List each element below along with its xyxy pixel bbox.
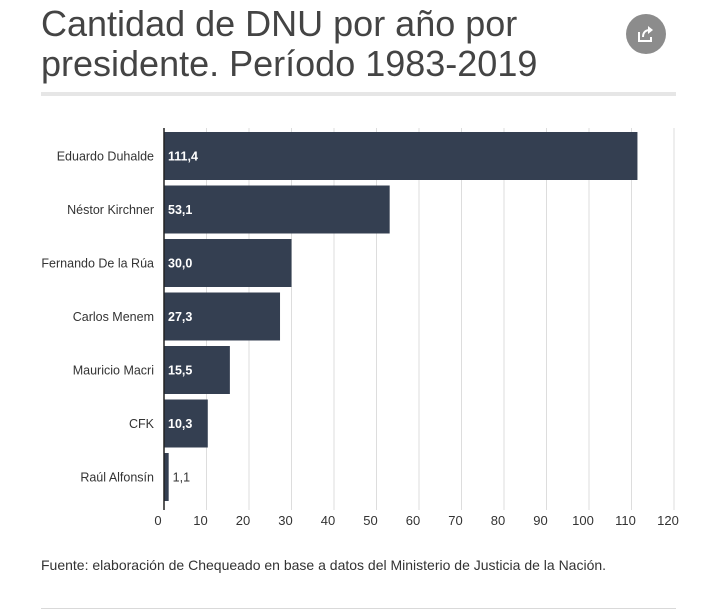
x-tick-label: 80	[491, 513, 505, 528]
bar	[164, 399, 208, 448]
x-tick-label: 50	[363, 513, 377, 528]
bar	[164, 132, 638, 180]
page-title: Cantidad de DNU por año por presidente. …	[41, 3, 538, 84]
data-label: 1,1	[173, 471, 190, 485]
footer-divider	[41, 608, 676, 609]
x-tick-label: 30	[278, 513, 292, 528]
category-label: Néstor Kirchner	[67, 203, 154, 217]
bar	[164, 292, 281, 341]
share-button[interactable]	[626, 14, 666, 54]
x-tick-label: 20	[236, 513, 250, 528]
bar	[164, 453, 169, 501]
x-tick-label: 60	[406, 513, 420, 528]
data-label: 10,3	[168, 417, 192, 431]
x-tick-label: 10	[193, 513, 207, 528]
bar	[164, 185, 390, 234]
bar-chart: 0 10 20 30 40 50 60 70 80 90 100 110 120 Eduardo Duha…	[41, 128, 679, 528]
category-label: Carlos Menem	[73, 310, 154, 324]
data-label: 111,4	[168, 150, 198, 164]
x-tick-label: 40	[321, 513, 335, 528]
data-label: 15,5	[168, 364, 192, 378]
x-tick-label: 70	[448, 513, 462, 528]
data-label: 30,0	[168, 257, 192, 271]
category-label: Fernando De la Rúa	[41, 257, 154, 271]
bar	[164, 239, 292, 287]
category-label: CFK	[129, 417, 155, 431]
bar	[164, 346, 230, 394]
data-label: 27,3	[168, 310, 192, 324]
x-tick-label: 110	[615, 513, 636, 528]
share-icon	[638, 26, 653, 42]
data-label: 53,1	[168, 203, 192, 217]
category-label: Mauricio Macri	[73, 364, 154, 378]
category-label: Raúl Alfonsín	[80, 471, 154, 485]
source-note: Fuente: elaboración de Chequeado en base…	[41, 557, 607, 573]
x-tick-label: 90	[533, 513, 547, 528]
x-tick-label: 100	[572, 513, 594, 528]
x-tick-label: 120	[657, 513, 679, 528]
x-tick-label: 0	[154, 513, 161, 528]
title-divider	[41, 92, 676, 96]
category-label: Eduardo Duhalde	[57, 150, 154, 164]
